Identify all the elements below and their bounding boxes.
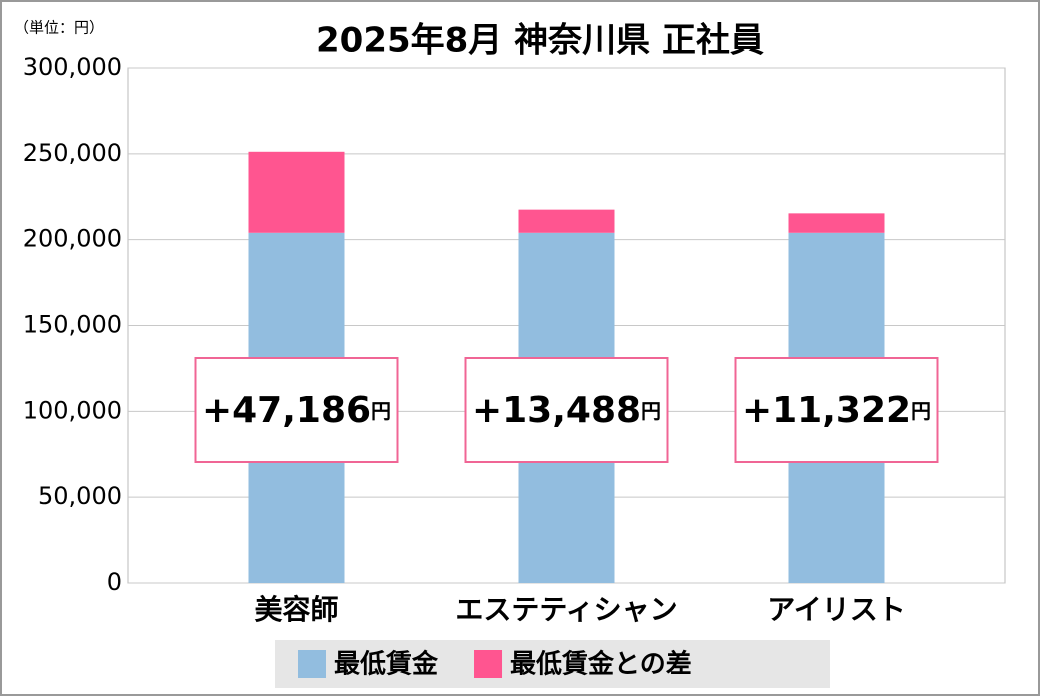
value-label: +11,322円 (742, 390, 931, 431)
value-label: +13,488円 (472, 390, 661, 431)
legend (275, 640, 830, 688)
value-label-number: +47,186 (202, 390, 371, 431)
y-tick-label: 250,000 (23, 139, 122, 167)
value-label-unit: 円 (371, 399, 391, 423)
value-label-number: +11,322 (742, 390, 911, 431)
bar-segment (788, 213, 885, 233)
y-tick-label: 200,000 (23, 225, 122, 253)
y-tick-label: 300,000 (23, 53, 122, 81)
x-tick-label: エステティシャン (455, 593, 677, 626)
y-tick-label: 50,000 (38, 482, 122, 510)
value-label-unit: 円 (911, 399, 931, 423)
chart-title: 2025年8月 神奈川県 正社員 (316, 21, 764, 61)
bar-segment (248, 151, 345, 233)
value-label-number: +13,488 (472, 390, 641, 431)
value-label-unit: 円 (641, 399, 661, 423)
x-tick-label: 美容師 (254, 593, 338, 626)
value-label-box (464, 357, 669, 463)
unit-note: （単位：円） (14, 19, 104, 37)
bar-segment (518, 209, 615, 233)
legend-label: 最低賃金との差 (510, 649, 692, 680)
value-label-box (194, 357, 399, 463)
y-tick-label: 150,000 (23, 311, 122, 339)
legend-label: 最低賃金 (334, 649, 439, 680)
x-tick-label: アイリスト (767, 593, 906, 626)
y-tick-label: 100,000 (23, 396, 122, 424)
legend-swatch (298, 650, 326, 678)
value-label-box (734, 357, 939, 463)
legend-swatch (474, 650, 503, 678)
value-label: +47,186円 (202, 390, 391, 431)
y-tick-label: 0 (107, 568, 122, 596)
